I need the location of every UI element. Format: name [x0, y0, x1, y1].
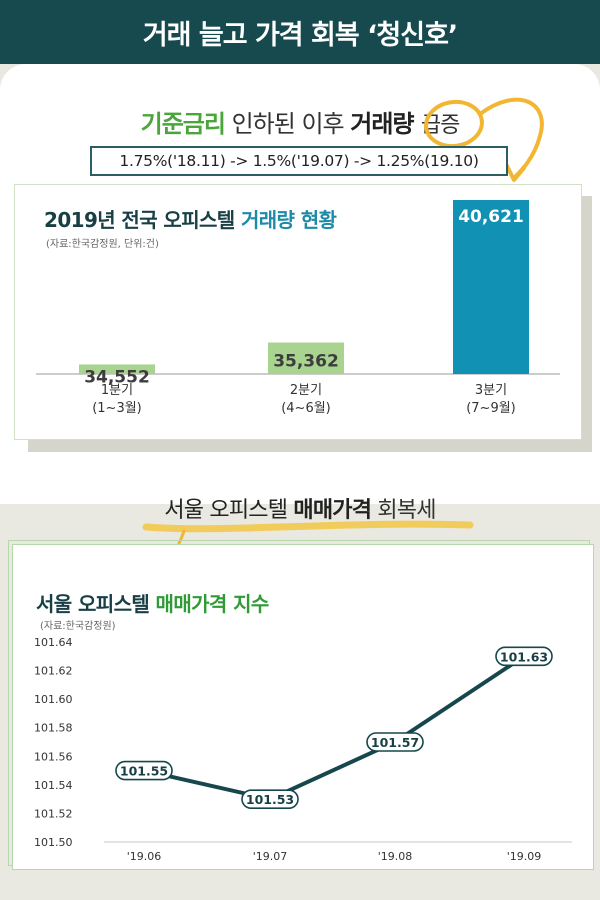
- line-chart-title: 서울 오피스텔 매매가격 지수: [36, 588, 269, 617]
- bar-1: [79, 364, 155, 374]
- headline-keyword-rate: 기준금리: [140, 110, 226, 138]
- data-label: 101.63: [500, 649, 548, 664]
- y-tick-label: 101.52: [34, 807, 73, 820]
- page-title: 거래 늘고 가격 회복 ‘청신호’: [142, 19, 458, 51]
- data-label-box: [495, 646, 553, 667]
- headline-connector: 인하된 이후: [224, 110, 351, 138]
- y-tick-label: 101.54: [34, 779, 73, 792]
- y-tick-label: 101.64: [34, 636, 73, 649]
- headline-keyword-volume: 거래량: [350, 110, 414, 138]
- line-chart-source: (자료:한국감정원): [40, 621, 116, 632]
- data-label-box: [366, 732, 424, 752]
- bar-value-label-2: 35,362: [273, 352, 339, 372]
- bar-category-label-3: 3분기: [475, 383, 507, 398]
- data-label: 101.57: [371, 735, 419, 750]
- page-header: 거래 늘고 가격 회복 ‘청신호’: [0, 0, 600, 64]
- highlight-circle-arrow-icon: [424, 97, 544, 182]
- line-chart-title-part2: 매매가격 지수: [155, 592, 270, 616]
- section2-part2: 매매가격: [293, 498, 372, 523]
- y-tick-label: 101.56: [34, 750, 73, 763]
- x-tick-label: '19.06: [127, 850, 162, 863]
- bar-3: [453, 200, 529, 374]
- bar-chart-title-part2: 거래량 현황: [240, 208, 337, 232]
- bar-category-sub-3: (7~9월): [466, 401, 516, 416]
- y-tick-label: 101.50: [34, 836, 73, 849]
- section2-part3-handwriting: 회복세: [371, 498, 436, 523]
- bar-2: [268, 342, 344, 374]
- data-label: 101.55: [120, 764, 168, 779]
- bar-value-label-3: 40,621: [458, 207, 524, 227]
- y-tick-label: 101.60: [34, 693, 73, 706]
- rate-history-box: 1.75%('18.11) -> 1.5%('19.07) -> 1.25%(1…: [90, 146, 508, 176]
- x-tick-label: '19.07: [253, 850, 288, 863]
- data-label: 101.53: [246, 792, 294, 807]
- line-chart-card: [12, 544, 594, 870]
- data-label-box: [115, 760, 173, 781]
- bar-chart-title-part1: 2019년 전국 오피스텔: [44, 208, 241, 232]
- bar-chart-title: 2019년 전국 오피스텔 거래량 현황: [44, 204, 337, 233]
- y-tick-label: 101.58: [34, 722, 73, 735]
- headline: 기준금리 인하된 이후 거래량 급증: [0, 104, 600, 139]
- bar-category-label-1: 1분기: [101, 383, 133, 398]
- price-index-line: [142, 654, 526, 802]
- data-label-box: [241, 789, 299, 809]
- bar-category-sub-1: (1~3월): [92, 401, 142, 416]
- x-tick-label: '19.09: [507, 850, 542, 863]
- bar-chart-source: (자료:한국감정원, 단위:건): [46, 239, 159, 250]
- y-tick-label: 101.62: [34, 665, 73, 678]
- line-chart-title-part1: 서울 오피스텔: [36, 592, 156, 616]
- section2-part1: 서울 오피스텔: [164, 498, 294, 523]
- x-tick-label: '19.08: [378, 850, 413, 863]
- rate-history-text: 1.75%('18.11) -> 1.5%('19.07) -> 1.25%(1…: [119, 152, 479, 170]
- section2-heading: 서울 오피스텔 매매가격 회복세: [0, 492, 600, 524]
- bar-category-label-2: 2분기: [290, 383, 322, 398]
- bar-category-sub-2: (4~6월): [281, 401, 331, 416]
- bar-value-label-1: 34,552: [84, 367, 150, 387]
